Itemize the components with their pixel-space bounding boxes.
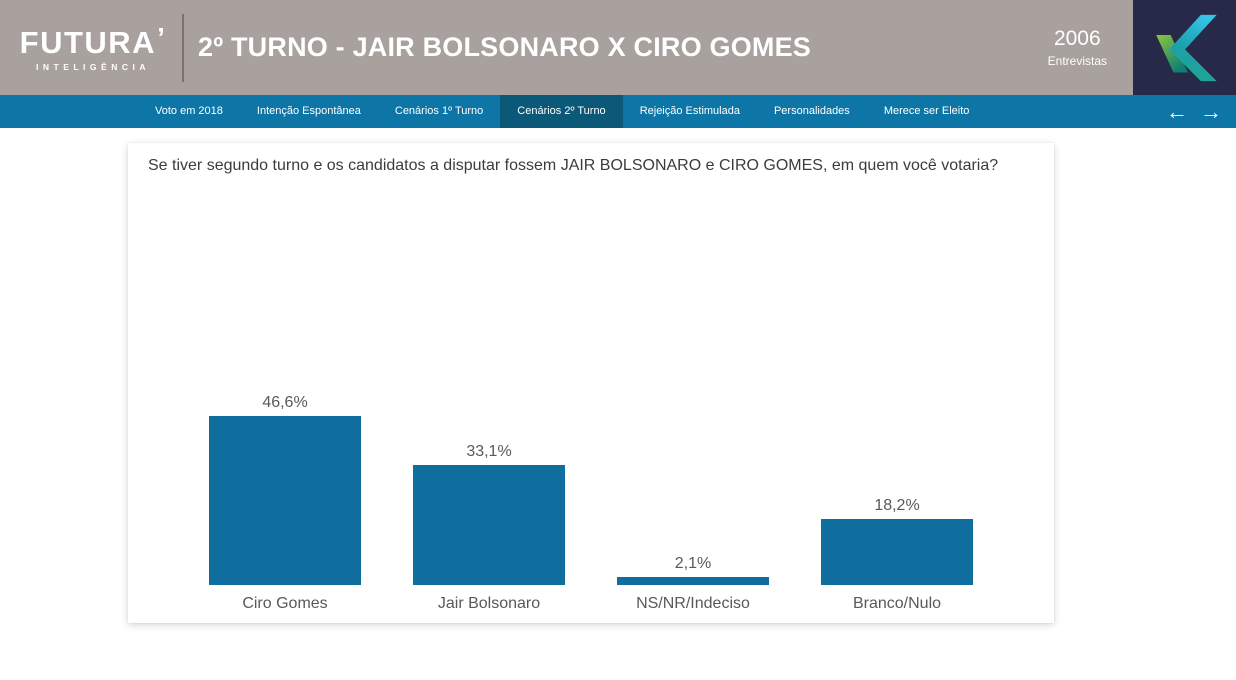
previous-page-arrow-icon[interactable]: ← (1166, 98, 1188, 124)
report-tab-bar: Voto em 2018 Intenção Espontânea Cenário… (0, 95, 1236, 128)
chart-column: 46,6% Ciro Gomes (183, 394, 387, 623)
nav-tab-voto-em-2018[interactable]: Voto em 2018 (155, 105, 223, 117)
bar-value-label: 18,2% (874, 496, 920, 514)
page-title: 2º TURNO - JAIR BOLSONARO X CIRO GOMES (198, 32, 812, 62)
nav-tab-cenarios-1-turno[interactable]: Cenários 1º Turno (394, 105, 484, 117)
nav-tab-merece-ser-eleito[interactable]: Merece ser Eleito (883, 105, 970, 117)
brand-subtitle: INTELIGÊNCIA (36, 61, 150, 72)
bar[interactable] (821, 518, 973, 585)
chart-column: 18,2% Branco/Nulo (795, 497, 999, 623)
brand-mark: ’ (157, 21, 167, 53)
sample-label: Entrevistas (1047, 54, 1107, 69)
chart-card: Se tiver segundo turno e os candidatos a… (128, 143, 1054, 623)
nav-tab-intencao-espontanea[interactable]: Intenção Espontânea (256, 105, 361, 117)
company-logo-tile (1133, 0, 1236, 95)
bar-chart: 46,6% Ciro Gomes 33,1% Jair Bolsonaro 2,… (183, 394, 999, 623)
category-label: Jair Bolsonaro (437, 595, 541, 612)
category-label: Branco/Nulo (852, 595, 942, 612)
nav-tab-personalidades[interactable]: Personalidades (773, 105, 850, 117)
bar[interactable] (209, 415, 361, 585)
bar[interactable] (617, 577, 769, 585)
sample-size: 2006 Entrevistas (1048, 27, 1107, 68)
chart-question-title: Se tiver segundo turno e os candidatos a… (148, 157, 999, 174)
brand-name: FUTURA’ (19, 21, 167, 60)
header-divider (182, 13, 184, 82)
next-page-arrow-icon[interactable]: → (1200, 98, 1222, 124)
bar-value-label: 2,1% (674, 555, 712, 573)
report-canvas: Se tiver segundo turno e os candidatos a… (0, 128, 1236, 623)
brand-logo: FUTURA’ INTELIGÊNCIA (14, 21, 172, 72)
bar-value-label: 33,1% (466, 442, 512, 460)
chart-column: 2,1% NS/NR/Indeciso (591, 555, 795, 623)
bar[interactable] (413, 464, 565, 585)
bar-value-label: 46,6% (262, 393, 308, 411)
header: FUTURA’ INTELIGÊNCIA 2º TURNO - JAIR BOL… (0, 0, 1236, 95)
brand-name-text: FUTURA (19, 24, 157, 60)
chart-column: 33,1% Jair Bolsonaro (387, 443, 591, 623)
page-nav-arrows: ← → (1166, 95, 1222, 128)
x-ribbon-logo-icon (1155, 14, 1217, 81)
nav-tab-rejeicao-estimulada[interactable]: Rejeição Estimulada (639, 105, 740, 117)
category-label: Ciro Gomes (242, 595, 328, 612)
category-label: NS/NR/Indeciso (636, 595, 750, 612)
nav-tab-cenarios-2-turno[interactable]: Cenários 2º Turno (500, 95, 623, 128)
sample-count: 2006 (1053, 26, 1101, 50)
